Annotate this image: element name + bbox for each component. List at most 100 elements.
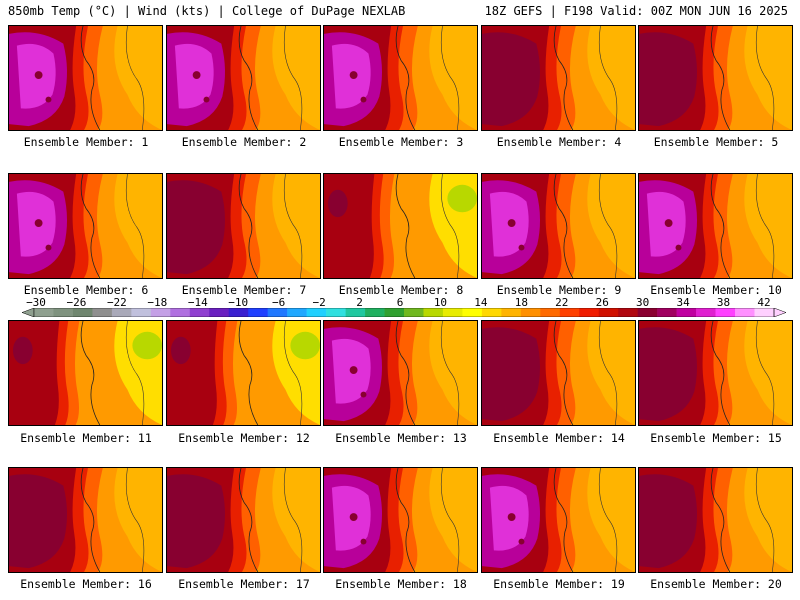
colorbar-tick-label: −14 [187,296,208,309]
colorbar-bin [365,308,385,317]
colorbar-tick-label: 6 [396,296,404,309]
colorbar-bin [481,308,502,317]
colorbar-tick-label: −30 [26,296,46,309]
ensemble-member-label: Ensemble Member: 12 [178,431,310,445]
colorbar-bin [501,308,522,317]
ensemble-member-map [638,320,793,426]
colorbar-bin [754,308,775,317]
colorbar-bin [326,308,346,317]
colorbar-tick-label: 10 [433,296,448,309]
colorbar-bin [462,308,483,317]
ensemble-member-map [481,467,636,573]
colorbar-tick-label: 22 [555,296,569,309]
colorbar-bin [228,308,249,317]
colorbar-bin [676,308,697,317]
colorbar-bin [287,308,307,317]
ensemble-member-label: Ensemble Member: 13 [335,431,467,445]
ensemble-member-map [638,467,793,573]
ensemble-member-label: Ensemble Member: 16 [20,577,152,591]
ensemble-member-label: Ensemble Member: 11 [20,431,152,445]
colorbar-bin [306,308,327,317]
ensemble-member-label: Ensemble Member: 7 [181,283,307,297]
colorbar-tick-label: 26 [595,296,609,309]
colorbar-bin [696,308,716,317]
ensemble-member-map [638,25,793,131]
ensemble-member-map [8,320,163,426]
ensemble-member-map [166,173,321,279]
ensemble-member-label: Ensemble Member: 5 [653,135,779,149]
colorbar-bin [92,308,113,317]
ensemble-member-map [8,173,163,279]
colorbar-bin [150,308,171,317]
colorbar-bin [579,308,600,317]
ensemble-member-map [8,467,163,573]
colorbar-bin [618,308,638,317]
colorbar-tick-label: 18 [514,296,528,309]
colorbar-tick-label: −10 [228,296,249,309]
colorbar-tick-label: −26 [66,296,87,309]
ensemble-member-label: Ensemble Member: 10 [650,283,782,297]
ensemble-member-map [323,320,478,426]
ensemble-member-map [166,25,321,131]
ensemble-member-label: Ensemble Member: 1 [23,135,149,149]
ensemble-member-label: Ensemble Member: 20 [650,577,782,591]
colorbar-bin [735,308,755,317]
ensemble-member-map [323,25,478,131]
colorbar-bin [189,308,210,317]
colorbar-tick-label: 2 [356,296,363,309]
colorbar-bin [384,308,405,317]
colorbar-bin [345,308,366,317]
ensemble-member-map [8,25,163,131]
ensemble-member-label: Ensemble Member: 3 [338,135,464,149]
ensemble-member-label: Ensemble Member: 9 [496,283,622,297]
colorbar-tick-label: −6 [272,296,286,309]
colorbar-bin [715,308,736,317]
ensemble-member-map [166,467,321,573]
ensemble-member-label: Ensemble Member: 15 [650,431,782,445]
ensemble-member-map [481,173,636,279]
colorbar-bin [404,308,424,317]
colorbar-bin [72,308,93,317]
run-valid-time: 18Z GEFS | F198 Valid: 00Z MON JUN 16 20… [484,4,788,18]
colorbar-bin [559,308,580,317]
colorbar-tick-label: −18 [147,296,168,309]
colorbar-bin [111,308,132,317]
ensemble-member-label: Ensemble Member: 17 [178,577,310,591]
temperature-colorbar [22,308,786,317]
ensemble-member-label: Ensemble Member: 19 [493,577,625,591]
colorbar-tick-label: 42 [757,296,771,309]
colorbar-bin [267,308,288,317]
colorbar-bin [598,308,619,317]
colorbar-min-arrow [22,308,35,317]
colorbar-bin [520,308,541,317]
map-title: 850mb Temp (°C) | Wind (kts) | College o… [8,4,406,18]
colorbar-bin [540,308,561,317]
ensemble-member-map [481,320,636,426]
ensemble-member-label: Ensemble Member: 4 [496,135,622,149]
colorbar-tick-label: 38 [716,296,731,309]
ensemble-member-map [638,173,793,279]
colorbar-tick-label: 14 [474,296,488,309]
colorbar-max-arrow [773,308,786,317]
colorbar-bin [170,308,191,317]
ensemble-member-map [481,25,636,131]
colorbar-tick-label: 30 [636,296,650,309]
colorbar-bin [209,308,230,317]
colorbar-bin [131,308,152,317]
ensemble-member-label: Ensemble Member: 6 [23,283,149,297]
ensemble-member-map [166,320,321,426]
ensemble-member-map [323,467,478,573]
colorbar-bin [657,308,677,317]
colorbar-tick-label: 34 [676,296,690,309]
ensemble-member-label: Ensemble Member: 8 [338,283,464,297]
ensemble-member-map [323,173,478,279]
ensemble-member-label: Ensemble Member: 14 [493,431,625,445]
colorbar-tick-label: −2 [312,296,326,309]
ensemble-member-label: Ensemble Member: 2 [181,135,307,149]
ensemble-member-label: Ensemble Member: 18 [335,577,467,591]
colorbar-tick-label: −22 [106,296,127,309]
colorbar-bin [442,308,463,317]
colorbar-bin [423,308,444,317]
colorbar-bin [53,308,74,317]
colorbar-bin [248,308,268,317]
